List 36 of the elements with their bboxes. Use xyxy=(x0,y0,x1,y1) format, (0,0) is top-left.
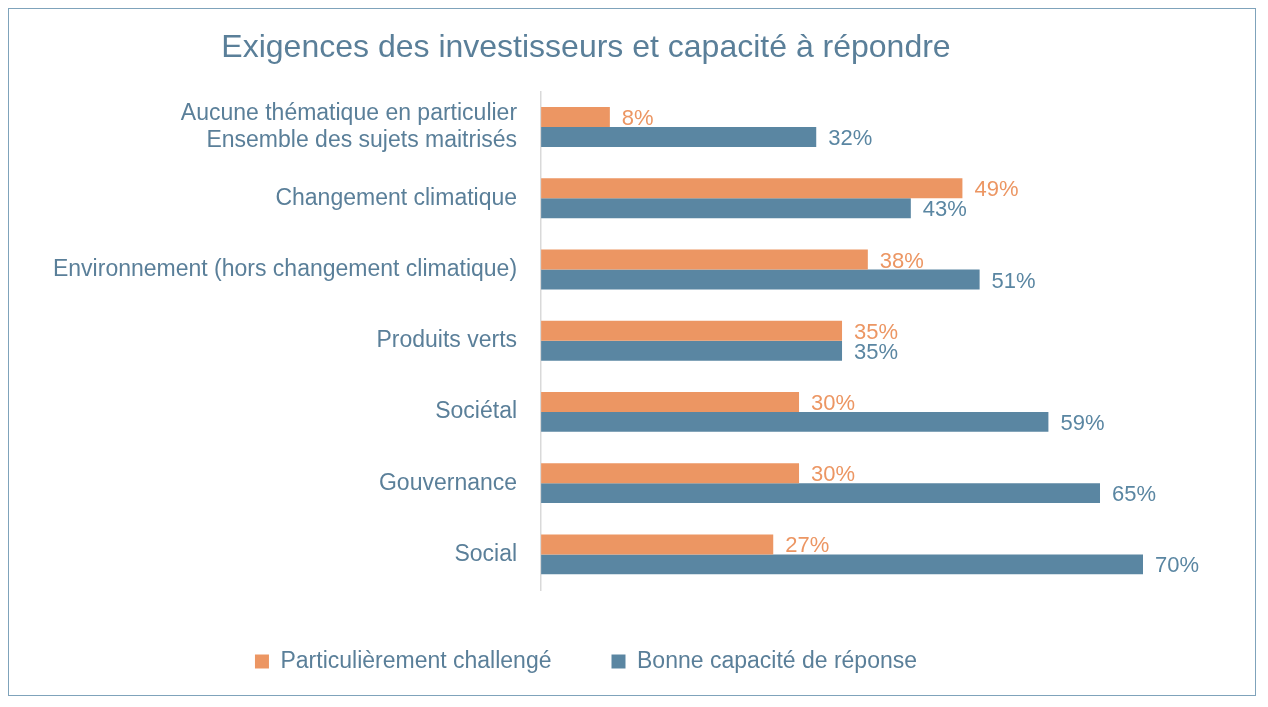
data-label: 43% xyxy=(922,196,967,222)
data-label: 32% xyxy=(828,125,873,151)
data-label: 51% xyxy=(991,267,1036,293)
bar xyxy=(541,340,843,361)
data-label: 30% xyxy=(811,461,856,487)
bar xyxy=(541,554,1143,575)
bar xyxy=(541,178,963,199)
chart-title: Exigences des investisseurs et capacité à répondre xyxy=(221,28,951,65)
data-label: 59% xyxy=(1060,409,1105,435)
bar xyxy=(541,107,610,128)
data-label: 70% xyxy=(1155,552,1200,578)
data-label: 30% xyxy=(811,390,856,416)
legend-label: Bonne capacité de réponse xyxy=(637,646,918,673)
y-tick-label: Sociétal xyxy=(435,397,518,424)
bar xyxy=(541,483,1101,504)
bar xyxy=(541,127,817,147)
data-label: 38% xyxy=(879,247,924,273)
bar xyxy=(541,249,868,270)
bar xyxy=(541,320,843,341)
bar xyxy=(541,391,800,412)
bar xyxy=(541,411,1049,432)
y-tick-label: Aucune thématique en particulier Ensemble des sujets maitrisés xyxy=(180,98,518,153)
bar xyxy=(541,269,980,290)
legend-label: Particulièrement challengé xyxy=(280,646,552,673)
y-tick-label: Environnement (hors changement climatique) xyxy=(52,254,518,281)
data-label: 27% xyxy=(785,532,830,558)
y-tick-label: Changement climatique xyxy=(275,183,518,210)
y-tick-label: Social xyxy=(454,539,518,566)
bar xyxy=(541,463,800,484)
data-label: 8% xyxy=(621,105,654,131)
y-tick-label: Gouvernance xyxy=(378,468,518,495)
y-tick-label: Produits verts xyxy=(376,326,518,353)
data-label: 65% xyxy=(1112,481,1157,507)
bar xyxy=(541,534,774,555)
data-label: 49% xyxy=(974,176,1019,202)
bar xyxy=(541,198,911,219)
